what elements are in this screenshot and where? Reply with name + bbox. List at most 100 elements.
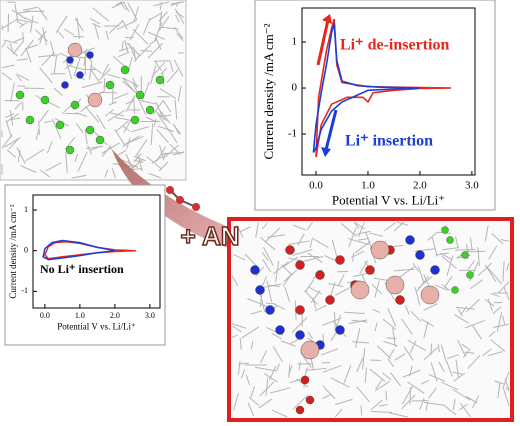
bond xyxy=(103,78,106,92)
bond xyxy=(503,371,510,387)
bond xyxy=(272,261,289,275)
atom xyxy=(85,125,95,135)
bond xyxy=(123,120,131,133)
bond xyxy=(101,63,110,76)
atom xyxy=(315,270,325,280)
bond xyxy=(402,386,414,405)
bond xyxy=(134,156,146,162)
bond xyxy=(3,39,18,44)
bond xyxy=(370,411,393,413)
bond xyxy=(374,280,380,298)
bond xyxy=(504,378,510,391)
bond xyxy=(402,369,421,378)
bond xyxy=(392,327,396,347)
bond xyxy=(260,350,268,364)
bond xyxy=(1,134,13,149)
bond xyxy=(162,144,179,160)
bond xyxy=(118,47,129,52)
atom xyxy=(255,285,265,295)
bond xyxy=(19,22,27,28)
bond xyxy=(74,153,79,162)
bond xyxy=(22,6,39,11)
bond xyxy=(160,67,168,75)
bond xyxy=(35,129,40,141)
bond xyxy=(237,360,241,376)
bond xyxy=(454,314,469,324)
y-tick-label: -1 xyxy=(288,128,297,140)
bond xyxy=(491,232,504,245)
bond xyxy=(124,39,129,53)
bond xyxy=(133,55,140,63)
bond xyxy=(250,386,256,398)
bond xyxy=(106,73,120,79)
bond xyxy=(452,389,471,401)
atom xyxy=(295,405,305,415)
y-tick-label: 0 xyxy=(292,82,298,94)
atom xyxy=(95,135,105,145)
bond xyxy=(155,36,162,50)
bond xyxy=(16,10,31,14)
bond xyxy=(238,362,249,365)
bond xyxy=(441,381,458,391)
bond xyxy=(159,110,171,124)
bond xyxy=(370,399,383,411)
bond xyxy=(421,318,434,327)
plot-frame xyxy=(32,194,161,309)
x-tick-label: 0.0 xyxy=(40,311,50,320)
bond xyxy=(8,138,19,150)
bond xyxy=(176,32,184,42)
bond xyxy=(232,325,242,333)
annotation: Li⁺ de-insertion xyxy=(340,37,449,54)
bond xyxy=(304,289,319,305)
bond xyxy=(313,238,329,249)
bond xyxy=(314,304,328,312)
bond xyxy=(17,149,21,163)
bond xyxy=(484,264,497,282)
atom xyxy=(76,71,84,79)
bond xyxy=(407,381,425,394)
bond xyxy=(271,409,288,418)
bond xyxy=(73,56,81,76)
bond xyxy=(239,338,242,350)
bond xyxy=(498,281,510,294)
y-tick-label: -1 xyxy=(21,286,28,295)
bond xyxy=(140,49,153,52)
bond xyxy=(111,1,125,9)
bond xyxy=(423,321,429,339)
bond xyxy=(333,311,336,331)
bond xyxy=(282,273,293,287)
bond xyxy=(358,238,369,241)
bond xyxy=(390,372,402,387)
bond xyxy=(292,249,313,256)
bond xyxy=(455,306,475,310)
bond xyxy=(89,61,93,80)
bond xyxy=(465,298,480,313)
bond xyxy=(500,239,510,242)
atom xyxy=(335,325,345,335)
bond xyxy=(111,168,117,178)
bond xyxy=(497,383,501,399)
bond xyxy=(5,120,13,138)
bond xyxy=(37,30,47,41)
atom xyxy=(25,115,35,125)
bond xyxy=(89,18,101,25)
bond xyxy=(64,28,75,36)
atom xyxy=(305,395,315,405)
x-tick-label: 2.0 xyxy=(413,180,427,192)
bond xyxy=(145,116,157,123)
bond xyxy=(231,323,247,329)
bond xyxy=(379,404,388,407)
atom xyxy=(145,105,155,115)
bond xyxy=(1,41,7,48)
bond xyxy=(431,236,438,257)
bond xyxy=(7,13,10,33)
bond xyxy=(12,40,25,55)
bond xyxy=(42,27,47,46)
bond xyxy=(159,10,163,27)
bond xyxy=(159,145,165,161)
bond xyxy=(503,287,510,301)
bond xyxy=(158,161,169,172)
bond xyxy=(127,2,138,20)
x-tick-label: 1.0 xyxy=(361,180,375,192)
bond xyxy=(322,394,331,400)
